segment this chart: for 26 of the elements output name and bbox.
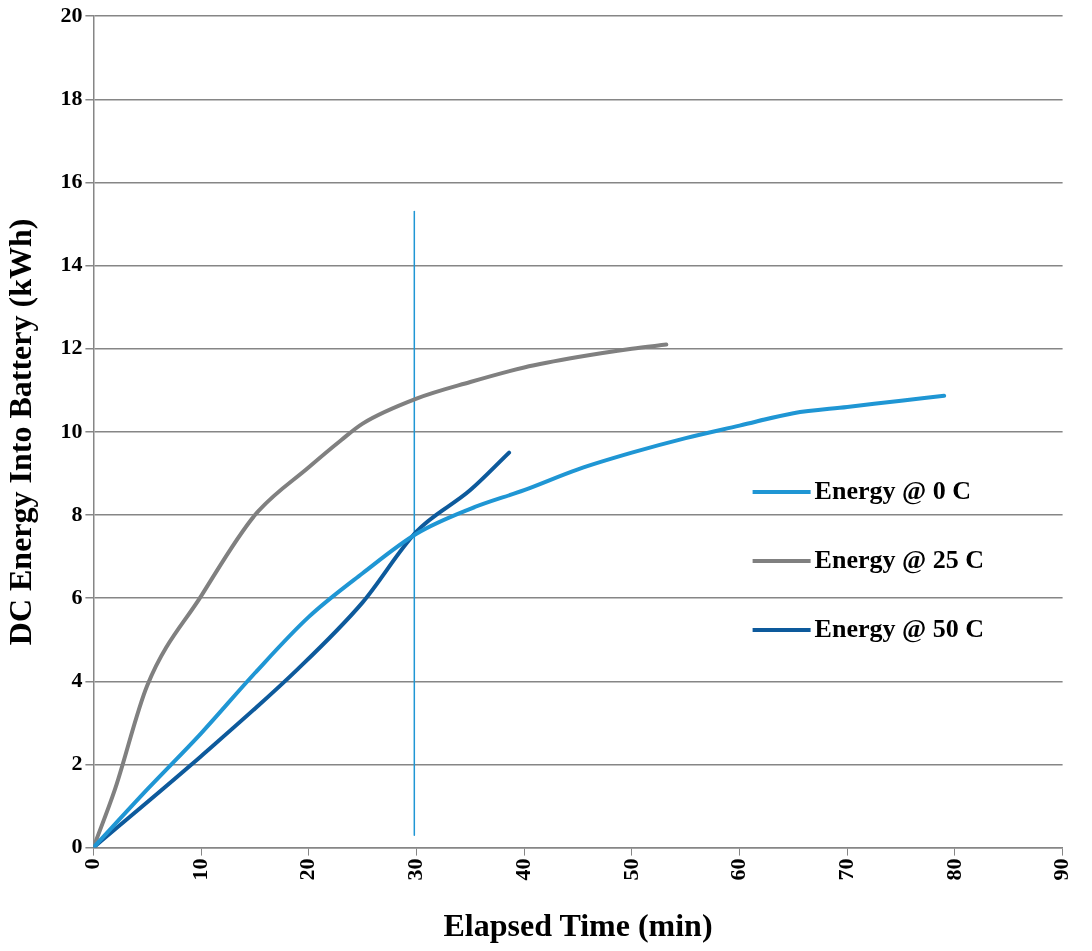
x-tick-label: 70 <box>832 858 858 881</box>
x-axis-title: Elapsed Time (min) <box>443 907 713 944</box>
x-tick-label: 0 <box>79 858 105 870</box>
y-tick-label: 6 <box>71 583 83 609</box>
y-tick-label: 4 <box>71 667 83 693</box>
x-tick-label: 20 <box>294 858 320 881</box>
y-tick-label: 0 <box>71 833 83 859</box>
x-tick-label: 30 <box>402 858 428 881</box>
x-tick-label: 10 <box>186 858 212 881</box>
legend-label: Energy @ 25 C <box>814 544 984 574</box>
y-tick-label: 10 <box>60 417 83 443</box>
y-tick-label: 16 <box>60 168 83 194</box>
legend-label: Energy @ 0 C <box>814 475 971 505</box>
x-tick-label: 60 <box>725 858 751 881</box>
x-tick-label: 80 <box>940 858 966 881</box>
y-tick-label: 2 <box>71 750 83 776</box>
y-axis-title: DC Energy Into Battery (kWh) <box>2 218 39 646</box>
y-tick-label: 8 <box>71 500 83 526</box>
x-tick-label: 40 <box>509 858 535 881</box>
y-tick-label: 12 <box>60 334 83 360</box>
x-tick-label: 90 <box>1048 858 1074 881</box>
y-tick-label: 20 <box>60 1 83 27</box>
y-tick-label: 18 <box>60 85 83 111</box>
legend-label: Energy @ 50 C <box>814 613 984 643</box>
y-tick-label: 14 <box>60 251 83 277</box>
x-tick-label: 50 <box>617 858 643 881</box>
